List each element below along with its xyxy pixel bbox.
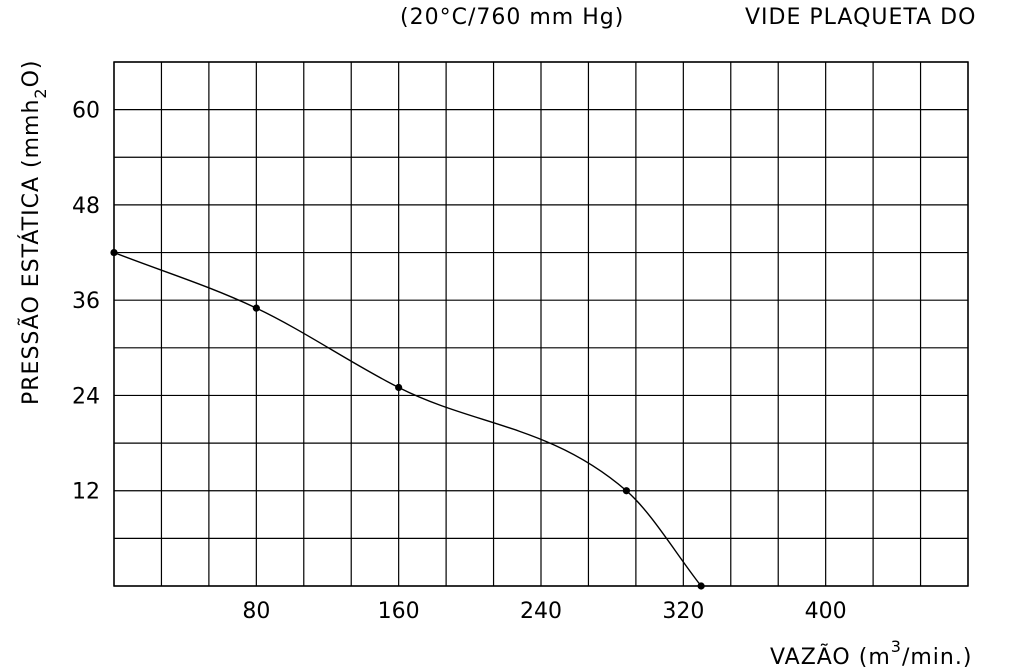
data-point: [697, 582, 705, 590]
reference-note: VIDE PLAQUETA DO: [745, 5, 976, 30]
conditions-note: (20°C/760 mm Hg): [400, 5, 624, 30]
x-tick-label: 400: [805, 599, 847, 624]
x-tick-label: 320: [662, 599, 704, 624]
x-tick-label: 160: [378, 599, 420, 624]
x-tick-label: 240: [520, 599, 562, 624]
data-point: [252, 304, 260, 312]
y-tick-label: 60: [72, 99, 100, 124]
x-tick-labels: 80 160 240 320 400: [242, 599, 846, 624]
curve-layer: [110, 248, 705, 590]
y-tick-label: 12: [72, 480, 100, 505]
y-tick-labels: 12 24 36 48 60: [72, 99, 100, 505]
y-tick-label: 24: [72, 384, 100, 409]
x-axis-label: VAZÃO (m3/min.): [770, 637, 972, 669]
y-tick-label: 48: [72, 194, 100, 219]
x-tick-label: 80: [242, 599, 270, 624]
data-point: [110, 248, 118, 257]
data-point: [395, 383, 403, 392]
y-axis-label: PRESSÃO ESTÁTICA (mmh2O): [17, 59, 50, 405]
performance-curve: [113, 251, 702, 587]
plot-frame: [113, 61, 969, 587]
plot-grid: [113, 61, 969, 587]
y-tick-label: 36: [72, 289, 100, 314]
data-point: [622, 487, 631, 495]
